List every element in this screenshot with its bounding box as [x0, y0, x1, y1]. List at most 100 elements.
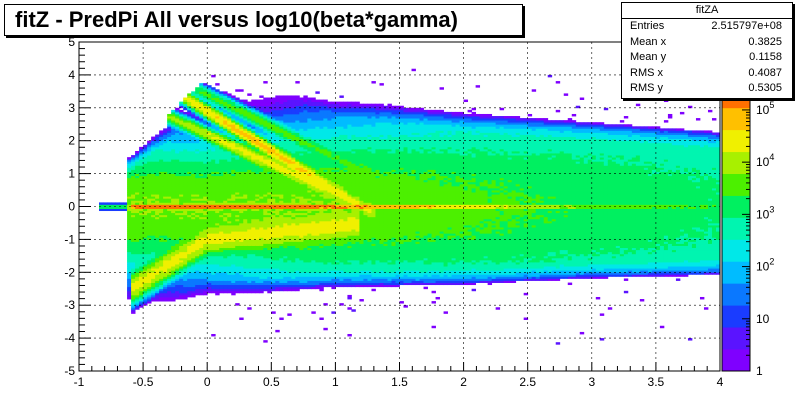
heatmap-cell	[207, 286, 212, 290]
heatmap-cell	[179, 227, 184, 230]
heatmap-cell	[215, 120, 220, 123]
heatmap-cell	[231, 208, 236, 212]
heatmap-cell	[315, 99, 320, 103]
heatmap-cell	[187, 190, 192, 193]
heatmap-cell	[247, 222, 252, 226]
heatmap-cell	[167, 288, 172, 292]
heatmap-cell	[331, 210, 336, 214]
heatmap-cell	[323, 284, 328, 288]
heatmap-cell	[231, 142, 236, 146]
heatmap-cell	[227, 146, 232, 150]
heatmap-cell	[135, 257, 140, 261]
heatmap-cell	[223, 109, 228, 113]
heatmap-cell	[155, 245, 160, 249]
heatmap-cell	[207, 142, 212, 146]
heatmap-cell	[199, 146, 204, 150]
heatmap-cell	[243, 241, 248, 244]
heatmap-cell	[215, 251, 220, 255]
heatmap-cell	[295, 128, 300, 131]
heatmap-cell	[247, 274, 252, 277]
heatmap-cell	[295, 132, 300, 135]
heatmap-cell	[311, 259, 316, 263]
heatmap-cell	[271, 282, 276, 286]
heatmap-cell	[195, 214, 200, 218]
heatmap-cell	[247, 247, 252, 251]
heatmap-cell	[223, 155, 228, 158]
heatmap-cell	[171, 196, 176, 199]
heatmap-cell	[223, 290, 228, 294]
heatmap-cell	[203, 225, 208, 228]
heatmap-cell	[155, 292, 160, 296]
heatmap-cell	[219, 282, 224, 286]
heatmap-cell	[331, 220, 336, 224]
heatmap-cell	[283, 272, 288, 275]
heatmap-cell	[151, 167, 156, 170]
heatmap-cell	[331, 284, 336, 288]
heatmap-cell	[143, 296, 148, 300]
heatmap-cell	[263, 222, 268, 226]
heatmap-cell	[339, 192, 344, 195]
heatmap-cell	[239, 138, 244, 142]
heatmap-cell	[219, 144, 224, 148]
heatmap-cell	[207, 233, 212, 236]
heatmap-cell	[187, 116, 192, 119]
heatmap-cell	[171, 292, 176, 296]
heatmap-cell	[291, 255, 296, 259]
heatmap-cell	[339, 235, 344, 238]
heatmap-cell	[187, 257, 192, 261]
heatmap-cell	[199, 239, 204, 242]
heatmap-cell	[307, 196, 312, 199]
heatmap-cell	[207, 185, 212, 189]
heatmap-cell	[259, 144, 264, 148]
heatmap-cell	[143, 251, 148, 255]
heatmap-cell	[135, 167, 140, 170]
heatmap-cell	[219, 167, 224, 170]
heatmap-cell	[275, 148, 280, 152]
heatmap-cell	[267, 153, 272, 156]
heatmap-cell	[319, 113, 324, 117]
heatmap-cell	[271, 237, 276, 240]
heatmap-cell	[151, 150, 156, 154]
heatmap-cell	[151, 218, 156, 222]
heatmap-cell	[227, 262, 232, 265]
heatmap-cell	[287, 231, 292, 234]
heatmap-cell	[179, 245, 184, 249]
heatmap-cell	[291, 280, 296, 283]
heatmap-cell	[227, 105, 232, 109]
heatmap-cell	[231, 255, 236, 259]
heatmap-cell	[319, 177, 324, 181]
heatmap-cell	[315, 113, 320, 117]
heatmap-cell	[227, 169, 232, 172]
heatmap-cell	[159, 274, 164, 277]
heatmap-cell	[219, 286, 224, 290]
heatmap-cell	[315, 144, 320, 148]
heatmap-cell	[235, 155, 240, 158]
heatmap-cell	[203, 266, 208, 269]
heatmap-cell	[171, 134, 176, 137]
heatmap-cell	[187, 185, 192, 189]
heatmap-cell	[247, 190, 252, 193]
heatmap-cell	[335, 136, 340, 140]
heatmap-cell	[311, 173, 316, 177]
heatmap-cell	[239, 111, 244, 115]
heatmap-cell	[331, 161, 336, 164]
heatmap-cell	[223, 103, 228, 107]
heatmap-cell	[327, 237, 332, 240]
heatmap-cell	[179, 266, 184, 269]
heatmap-cell	[307, 274, 312, 277]
heatmap-cell	[283, 251, 288, 255]
heatmap-cell	[175, 268, 180, 271]
heatmap-cell	[335, 264, 340, 267]
heatmap-cell	[295, 163, 300, 166]
heatmap-cell	[139, 216, 144, 220]
heatmap-cell	[339, 210, 344, 214]
heatmap-cell	[179, 169, 184, 172]
heatmap-cell	[207, 239, 212, 242]
heatmap-cell	[299, 130, 304, 133]
heatmap-cell	[159, 296, 164, 300]
heatmap-cell	[283, 183, 288, 187]
heatmap-cell	[187, 144, 192, 148]
heatmap-cell	[271, 140, 276, 144]
heatmap-cell	[263, 225, 268, 228]
heatmap-cell	[323, 153, 328, 156]
